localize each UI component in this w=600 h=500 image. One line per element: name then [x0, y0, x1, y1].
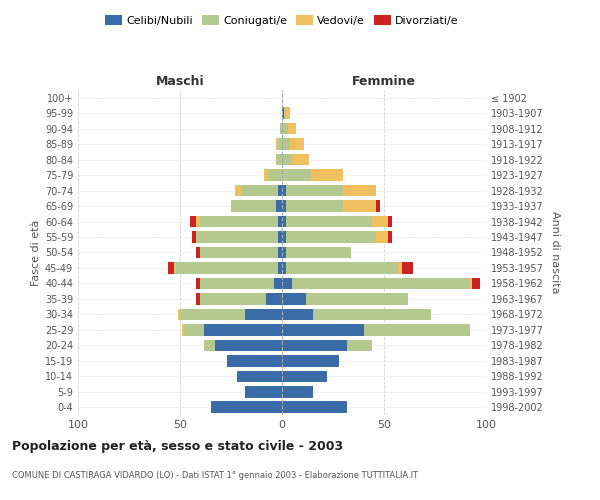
Bar: [196, 216, 200, 228]
Bar: [376, 231, 388, 243]
Bar: [196, 278, 200, 289]
Bar: [278, 262, 282, 274]
Bar: [286, 246, 352, 258]
Bar: [282, 200, 286, 212]
Bar: [231, 200, 276, 212]
Bar: [237, 370, 282, 382]
Bar: [284, 108, 286, 119]
Bar: [178, 308, 180, 320]
Bar: [282, 324, 364, 336]
Bar: [205, 324, 282, 336]
Bar: [282, 138, 290, 150]
Bar: [286, 216, 372, 228]
Bar: [268, 170, 282, 181]
Bar: [388, 231, 392, 243]
Bar: [286, 231, 376, 243]
Bar: [347, 340, 372, 351]
Bar: [286, 200, 343, 212]
Bar: [182, 324, 184, 336]
Bar: [282, 246, 286, 258]
Bar: [343, 200, 376, 212]
Bar: [245, 386, 282, 398]
Bar: [196, 246, 200, 258]
Bar: [286, 108, 290, 119]
Bar: [192, 231, 196, 243]
Bar: [376, 200, 380, 212]
Bar: [274, 278, 282, 289]
Bar: [276, 154, 282, 166]
Bar: [343, 185, 376, 196]
Bar: [282, 108, 284, 119]
Bar: [276, 200, 282, 212]
Bar: [470, 278, 472, 289]
Bar: [290, 138, 304, 150]
Bar: [286, 262, 398, 274]
Bar: [282, 402, 347, 413]
Text: COMUNE DI CASTIRAGA VIDARDO (LO) - Dati ISTAT 1° gennaio 2003 - Elaborazione TUT: COMUNE DI CASTIRAGA VIDARDO (LO) - Dati …: [12, 470, 418, 480]
Bar: [196, 293, 200, 304]
Bar: [292, 154, 308, 166]
Bar: [286, 185, 343, 196]
Bar: [288, 123, 296, 134]
Bar: [200, 246, 278, 258]
Bar: [282, 216, 286, 228]
Bar: [282, 123, 288, 134]
Bar: [196, 231, 278, 243]
Bar: [241, 185, 278, 196]
Bar: [200, 278, 274, 289]
Bar: [235, 185, 241, 196]
Bar: [278, 185, 282, 196]
Bar: [398, 262, 403, 274]
Y-axis label: Fasce di età: Fasce di età: [31, 220, 41, 286]
Bar: [276, 138, 278, 150]
Bar: [364, 324, 470, 336]
Bar: [282, 154, 292, 166]
Legend: Celibi/Nubili, Coniugati/e, Vedovi/e, Divorziati/e: Celibi/Nubili, Coniugati/e, Vedovi/e, Di…: [101, 10, 463, 30]
Bar: [278, 216, 282, 228]
Bar: [292, 278, 470, 289]
Bar: [227, 355, 282, 366]
Bar: [184, 324, 205, 336]
Bar: [282, 278, 292, 289]
Text: Maschi: Maschi: [155, 76, 205, 88]
Bar: [313, 308, 431, 320]
Bar: [266, 293, 282, 304]
Bar: [472, 278, 480, 289]
Text: Femmine: Femmine: [352, 76, 416, 88]
Bar: [282, 370, 327, 382]
Bar: [278, 246, 282, 258]
Bar: [278, 138, 282, 150]
Bar: [282, 170, 311, 181]
Bar: [282, 308, 313, 320]
Bar: [403, 262, 413, 274]
Bar: [282, 293, 307, 304]
Bar: [245, 308, 282, 320]
Bar: [205, 340, 215, 351]
Bar: [282, 340, 347, 351]
Bar: [372, 216, 388, 228]
Bar: [282, 386, 313, 398]
Bar: [280, 123, 282, 134]
Bar: [176, 262, 278, 274]
Bar: [278, 231, 282, 243]
Bar: [180, 308, 245, 320]
Bar: [200, 293, 266, 304]
Bar: [200, 216, 278, 228]
Bar: [282, 231, 286, 243]
Bar: [282, 185, 286, 196]
Bar: [211, 402, 282, 413]
Bar: [388, 216, 392, 228]
Bar: [174, 262, 176, 274]
Bar: [215, 340, 282, 351]
Bar: [311, 170, 343, 181]
Bar: [168, 262, 174, 274]
Bar: [263, 170, 268, 181]
Bar: [282, 262, 286, 274]
Bar: [307, 293, 409, 304]
Bar: [282, 355, 339, 366]
Y-axis label: Anni di nascita: Anni di nascita: [550, 211, 560, 294]
Bar: [190, 216, 196, 228]
Text: Popolazione per età, sesso e stato civile - 2003: Popolazione per età, sesso e stato civil…: [12, 440, 343, 453]
